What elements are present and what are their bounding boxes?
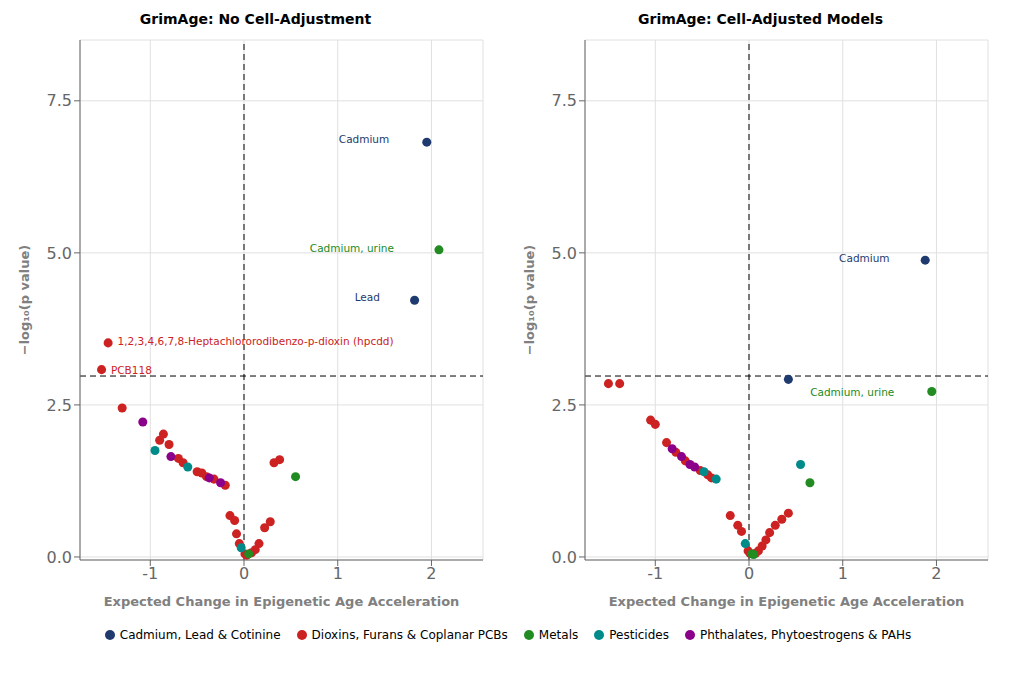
svg-text:-1: -1: [647, 564, 663, 583]
svg-text:Cadmium: Cadmium: [839, 252, 889, 264]
html-text:GrimAge: No Cell-Adjustment: GrimAge: No Cell-Adjustment: [139, 11, 372, 27]
html-text:Cadmium, Lead & Cotinine: Cadmium, Lead & Cotinine: [119, 628, 281, 642]
svg-text:5.0: 5.0: [47, 244, 72, 263]
svg-text:Cadmium, urine: Cadmium, urine: [310, 242, 394, 254]
svg-text:7.5: 7.5: [47, 91, 72, 110]
svg-text:2.5: 2.5: [552, 396, 577, 415]
svg-text:PCB118: PCB118: [111, 364, 152, 376]
html-text:Dioxins, Furans & Coplanar PCB: Dioxins, Furans & Coplanar PCBs: [311, 628, 508, 642]
svg-text:2.5: 2.5: [47, 396, 72, 415]
html-text:Pesticides: Pesticides: [609, 628, 669, 642]
svg-text:-1: -1: [142, 564, 158, 583]
svg-text:Cadmium: Cadmium: [339, 133, 389, 145]
svg-text:0: 0: [239, 564, 249, 583]
svg-text:−log₁₀(p value): −log₁₀(p value): [17, 245, 32, 355]
html-text:Phthalates, Phytoestrogens & P: Phthalates, Phytoestrogens & PAHs: [699, 628, 912, 642]
svg-text:0.0: 0.0: [552, 548, 577, 567]
svg-text:0: 0: [744, 564, 754, 583]
html-text:Metals: Metals: [538, 628, 579, 642]
html-text:GrimAge: Cell-Adjusted Models: GrimAge: Cell-Adjusted Models: [638, 11, 883, 27]
svg-text:Expected Change in Epigenetic: Expected Change in Epigenetic Age Accele…: [609, 594, 965, 609]
svg-text:Expected Change in Epigenetic: Expected Change in Epigenetic Age Accele…: [104, 594, 460, 609]
svg-text:−log₁₀(p value): −log₁₀(p value): [522, 245, 537, 355]
svg-text:7.5: 7.5: [552, 91, 577, 110]
svg-text:0.0: 0.0: [47, 548, 72, 567]
svg-text:1,2,3,4,6,7,8-Heptachlororodib: 1,2,3,4,6,7,8-Heptachlororodibenzo-p-dio…: [117, 335, 393, 347]
svg-text:5.0: 5.0: [552, 244, 577, 263]
svg-text:2: 2: [426, 564, 436, 583]
svg-text:2: 2: [931, 564, 941, 583]
svg-text:1: 1: [333, 564, 343, 583]
svg-text:Lead: Lead: [355, 291, 380, 303]
svg-text:Cadmium, urine: Cadmium, urine: [810, 386, 894, 398]
svg-text:1: 1: [838, 564, 848, 583]
